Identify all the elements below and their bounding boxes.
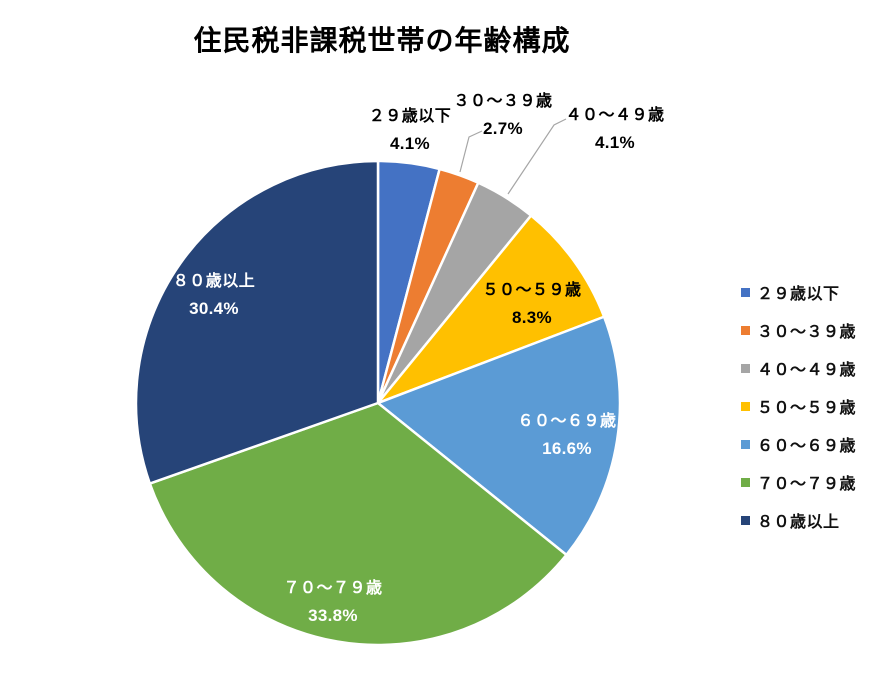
pie-slice-6 <box>134 159 380 485</box>
leader-line-1 <box>507 118 567 195</box>
legend-item-2: ４０～４９歳 <box>741 356 856 380</box>
slice-label-category: ２９歳以下 <box>368 108 452 125</box>
legend-label: ７０～７９歳 <box>757 476 857 493</box>
legend-item-6: ８０歳以上 <box>741 508 856 532</box>
legend-label: ８０歳以上 <box>757 514 840 531</box>
legend-item-4: ６０～６９歳 <box>741 432 856 456</box>
slice-label-percent: 4.1% <box>390 134 430 153</box>
pie-slice-4 <box>376 315 622 557</box>
slice-label-3: ５０～５９歳 8.3% <box>482 277 581 331</box>
legend-swatch-icon <box>741 325 750 335</box>
legend-item-1: ３０～３９歳 <box>741 318 856 342</box>
legend-label: ６０～６９歳 <box>757 438 857 455</box>
slice-label-percent: 4.1% <box>595 133 635 152</box>
pie-slice-3 <box>376 214 606 405</box>
slice-label-category: ８０歳以上 <box>172 273 256 290</box>
legend-item-0: ２９歳以下 <box>741 280 856 304</box>
legend-swatch-icon <box>741 477 750 487</box>
legend-swatch-icon <box>741 363 750 373</box>
slice-label-percent: 30.4% <box>189 299 239 318</box>
legend-swatch-icon <box>741 287 750 297</box>
slice-label-category: ５０～５９歳 <box>482 282 582 299</box>
slice-label-6: ８０歳以上 30.4% <box>173 268 256 322</box>
slice-label-percent: 16.6% <box>542 439 592 458</box>
legend-item-5: ７０～７９歳 <box>741 470 856 494</box>
slice-label-percent: 33.8% <box>308 606 358 625</box>
legend-label: ３０～３９歳 <box>757 324 857 341</box>
legend-swatch-icon <box>741 439 750 449</box>
leader-line-0 <box>459 130 483 173</box>
slice-label-5: ７０～７９歳 33.8% <box>283 575 382 629</box>
legend-swatch-icon <box>741 401 750 411</box>
slice-label-4: ６０～６９歳 16.6% <box>517 408 616 462</box>
slice-label-category: ７０～７９歳 <box>283 580 383 597</box>
legend-item-3: ５０～５９歳 <box>741 394 856 418</box>
slice-label-category: ６０～６９歳 <box>517 413 617 430</box>
slice-label-percent: 2.7% <box>483 119 523 138</box>
slice-label-percent: 8.3% <box>512 308 552 327</box>
slice-label-category: ３０～３９歳 <box>453 93 553 110</box>
legend-label: ４０～４９歳 <box>757 362 857 379</box>
slice-label-0: ２９歳以下 4.1% <box>369 103 452 157</box>
legend-label: ２９歳以下 <box>757 286 840 303</box>
slice-label-category: ４０～４９歳 <box>565 107 665 124</box>
legend: ２９歳以下 ３０～３９歳 ４０～４９歳 ５０～５９歳 ６０～６９歳 ７０～７９歳 ８０歳以上 <box>741 280 856 532</box>
slice-label-2: ４０～４９歳 4.1% <box>565 102 664 156</box>
legend-label: ５０～５９歳 <box>757 400 857 417</box>
slice-label-1: ３０～３９歳 2.7% <box>453 88 552 142</box>
legend-swatch-icon <box>741 515 750 525</box>
pie-slice-5 <box>148 401 568 647</box>
chart-title: 住民税非課税世帯の年齢構成 <box>193 25 571 56</box>
